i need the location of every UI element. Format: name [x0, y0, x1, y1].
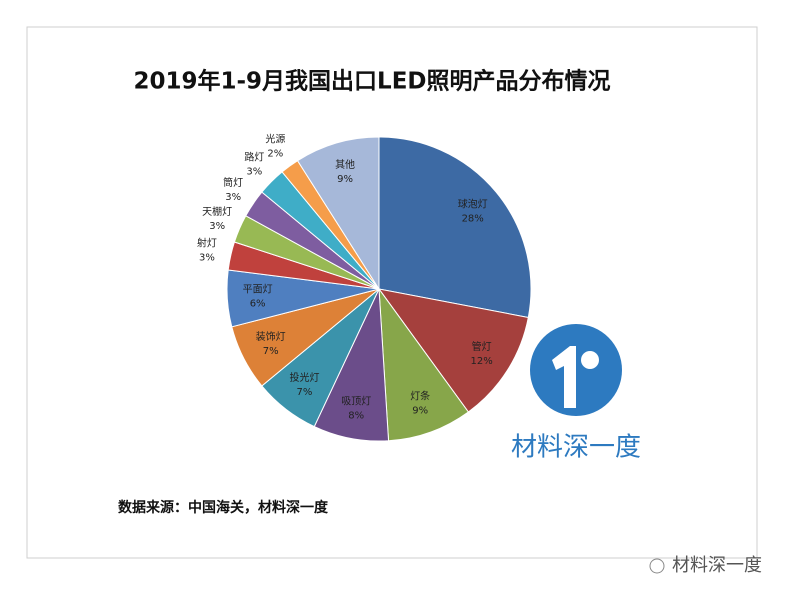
logo: 材料深一度 [511, 324, 641, 463]
slice-value-label: 9% [337, 174, 353, 185]
slice-value-label: 3% [199, 253, 215, 264]
slice-label: 装饰灯 [256, 330, 286, 343]
slice-value-label: 3% [209, 221, 225, 232]
watermark-icon [649, 558, 665, 574]
slice-value-label: 6% [250, 299, 266, 310]
logo-text: 材料深一度 [511, 433, 641, 463]
chart-title: 2019年1-9月我国出口LED照明产品分布情况 [133, 68, 610, 95]
slice-value-label: 2% [267, 148, 283, 159]
slice-label: 光源 [265, 132, 285, 145]
slice-value-label: 3% [225, 192, 241, 203]
slice-label: 其他 [335, 158, 355, 171]
slice-label: 投光灯 [289, 371, 319, 384]
slice-label: 平面灯 [243, 284, 273, 296]
slice-value-label: 7% [263, 346, 279, 357]
slice [296, 136, 380, 291]
logo-mark [552, 346, 576, 408]
logo-dot [581, 351, 599, 369]
slice-value-label: 7% [297, 387, 313, 398]
slice-label: 球泡灯 [458, 197, 488, 210]
slice-label: 灯条 [410, 389, 430, 402]
slice-label: 管灯 [472, 340, 492, 353]
slice-label: 吸顶灯 [341, 395, 371, 407]
watermark-text: 材料深一度 [672, 555, 762, 576]
slice-label: 射灯 [197, 238, 217, 250]
slice-label: 筒灯 [223, 176, 243, 189]
slice-label: 路灯 [244, 150, 264, 163]
slice [378, 287, 470, 442]
watermark: 材料深一度 [649, 555, 762, 576]
slice [378, 136, 532, 319]
slice-value-label: 8% [348, 410, 364, 421]
slice-value-label: 9% [412, 405, 428, 416]
slice [377, 288, 529, 413]
slice-label: 天棚灯 [202, 205, 232, 218]
source: 数据来源：中国海关，材料深一度 [118, 499, 329, 516]
slice-value-label: 3% [246, 166, 262, 177]
slice-value-label: 28% [462, 213, 484, 224]
slice-value-label: 12% [471, 356, 493, 367]
